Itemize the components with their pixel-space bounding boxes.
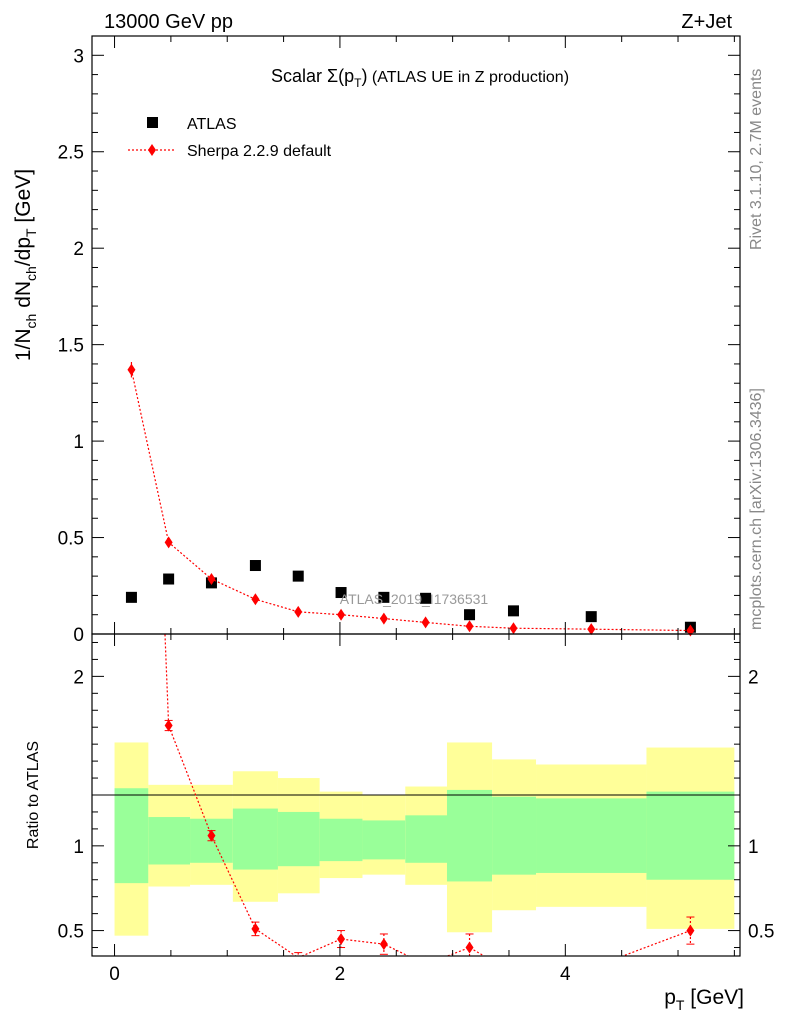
main-y-tick-label: 0.5 [58,529,84,550]
ratio-xlabel: pT [GeV] [664,986,744,1013]
ratio-sherpa-point [337,933,346,946]
main-panel: 0 0.5 1 1.5 2 2.5 3 Scalar Σ(pT) (ATLAS UE in … [12,35,741,646]
ratio-y-tick-label-right: 1 [748,837,759,858]
atlas-point [125,591,137,603]
ratio-sherpa-group [164,634,695,956]
ratio-x-tick-label: 2 [335,964,346,985]
main-y-tick-label: 0 [73,625,84,646]
ratio-band-inner [319,818,363,862]
main-ylabel: 1/Nch dNch/dpT [GeV] [12,169,39,361]
ratio-band-inner [277,811,320,867]
ratio-sherpa-point [686,924,695,937]
sherpa-point [421,616,430,629]
main-y-tick-label: 3 [73,46,84,67]
sherpa-point [294,605,303,618]
sherpa-point [207,573,216,586]
ratio-sherpa-point [465,941,474,954]
ratio-x-tick-label: 4 [560,964,571,985]
watermark: ATLAS_2019_I1736531 [340,591,489,607]
main-y-tick-label: 2 [73,239,84,260]
legend-atlas-marker [147,117,158,128]
atlas-point [292,570,304,582]
ratio-band-inner [148,817,191,865]
ratio-band-inner [405,815,447,863]
ratio-panel: 0.5 0.5 1 1 2 2 0 2 4 Ratio to ATLAS pT [GeV] [25,633,774,1013]
ratio-y-tick-label: 2 [73,667,84,688]
ratio-x-tick-label: 0 [109,964,120,985]
atlas-point [464,609,476,621]
sherpa-point [337,608,346,621]
rivet-label: Rivet 3.1.10, 2.7M events [748,69,765,250]
main-y-tick-label: 1.5 [58,336,84,357]
energy-label: 13000 GeV pp [104,11,233,33]
ratio-y-tick-label-right: 2 [748,667,759,688]
atlas-point [335,587,347,599]
sherpa-point [587,623,596,636]
legend-sherpa-marker [148,144,156,156]
main-y-tick-label: 1 [73,432,84,453]
main-y-tick-label: 2.5 [58,143,84,164]
sherpa-point [251,593,260,606]
atlas-point [585,611,597,623]
ratio-y-tick-label: 1 [73,837,84,858]
ratio-sherpa-point [207,829,216,842]
ratio-band-inner [114,788,149,884]
ratio-ylabel: Ratio to ATLAS [25,741,42,849]
ratio-band-inner [446,789,493,882]
ratio-band-inner [232,808,278,870]
atlas-point [378,591,390,603]
atlas-point [420,592,432,604]
ratio-sherpa-point [251,922,260,935]
ratio-sherpa-point [164,719,173,732]
sherpa-point [465,620,474,633]
sherpa-point [164,536,173,549]
legend-atlas-label: ATLAS [187,116,237,133]
sherpa-point [127,363,136,376]
ratio-band-inner [492,796,537,875]
ratio-band-inner [362,820,406,860]
atlas-point [163,573,175,585]
legend-sherpa-label: Sherpa 2.2.9 default [187,143,332,160]
sherpa-point [509,622,518,635]
atlas-point [507,605,519,617]
ratio-sherpa-point [379,938,388,951]
ratio-y-tick-label-right: 0.5 [748,922,774,943]
sherpa-point [379,612,388,625]
legend: ATLAS Sherpa 2.2.9 default [128,116,332,160]
main-title: Scalar Σ(pT) (ATLAS UE in Z production) [271,66,569,90]
process-label: Z+Jet [681,11,732,33]
ratio-sherpa-line [164,634,691,956]
atlas-point [249,560,261,572]
ratio-y-tick-label: 0.5 [58,922,84,943]
mcplots-label: mcplots.cern.ch [arXiv:1306.3436] [748,388,765,630]
ratio-band-inner [536,798,647,873]
ratio-band-inner [646,791,735,880]
